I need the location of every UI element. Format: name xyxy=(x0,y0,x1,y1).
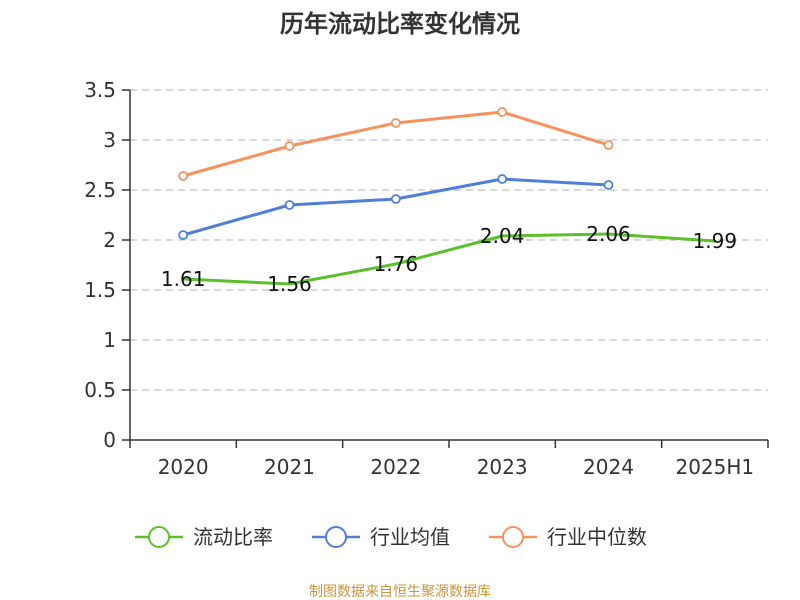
legend-item[interactable]: 行业中位数 xyxy=(489,525,647,549)
data-point xyxy=(390,194,401,204)
axes: 0 0.5 1 1.5 2 2.5 3 3.5 2020 2021 2022 2023 2024 2025… xyxy=(84,78,769,479)
y-tick-label: 0 xyxy=(103,428,116,452)
series-line xyxy=(181,232,717,286)
data-label: 1.76 xyxy=(374,252,419,276)
y-tick-label: 3.5 xyxy=(84,78,116,102)
source-note: 制图数据来自恒生聚源数据库 xyxy=(309,584,491,600)
data-labels: 1.61 1.56 1.76 2.04 2.06 1.99 xyxy=(161,222,737,296)
y-tick-label: 1 xyxy=(103,328,116,352)
data-point xyxy=(390,118,401,128)
x-tick-label: 2021 xyxy=(264,455,315,479)
x-tick-label: 2025H1 xyxy=(675,455,754,479)
data-point xyxy=(178,230,189,240)
data-label: 1.61 xyxy=(161,267,206,291)
data-label: 1.56 xyxy=(267,272,312,296)
legend[interactable]: 流动比率 行业均值 行业中位数 xyxy=(135,525,647,549)
data-point xyxy=(284,141,295,151)
legend-label: 行业中位数 xyxy=(547,525,647,549)
data-label: 1.99 xyxy=(693,229,738,253)
x-tick-label: 2020 xyxy=(158,455,209,479)
grid xyxy=(130,89,768,391)
data-point xyxy=(178,171,189,181)
legend-marker-icon xyxy=(325,526,347,548)
series-line xyxy=(181,177,610,237)
x-tick-label: 2022 xyxy=(370,455,421,479)
y-tick-label: 1.5 xyxy=(84,278,116,302)
legend-item[interactable]: 行业均值 xyxy=(312,525,450,549)
y-tick-label: 2 xyxy=(103,228,116,252)
data-point xyxy=(603,140,614,150)
legend-marker-icon xyxy=(148,526,170,548)
y-tick-label: 2.5 xyxy=(84,178,116,202)
series-layer xyxy=(178,107,717,286)
x-tick-label: 2023 xyxy=(477,455,528,479)
data-point xyxy=(284,200,295,210)
legend-label: 行业均值 xyxy=(370,525,450,549)
chart-title: 历年流动比率变化情况 xyxy=(280,10,520,38)
y-tick-label: 3 xyxy=(103,128,116,152)
data-point xyxy=(497,174,508,184)
data-label: 2.06 xyxy=(586,222,631,246)
legend-marker-icon xyxy=(502,526,524,548)
legend-label: 流动比率 xyxy=(193,525,273,549)
data-point xyxy=(603,180,614,190)
data-point xyxy=(497,107,508,117)
x-tick-label: 2024 xyxy=(583,455,634,479)
y-tick-label: 0.5 xyxy=(84,378,116,402)
data-label: 2.04 xyxy=(480,224,525,248)
legend-item[interactable]: 流动比率 xyxy=(135,525,273,549)
